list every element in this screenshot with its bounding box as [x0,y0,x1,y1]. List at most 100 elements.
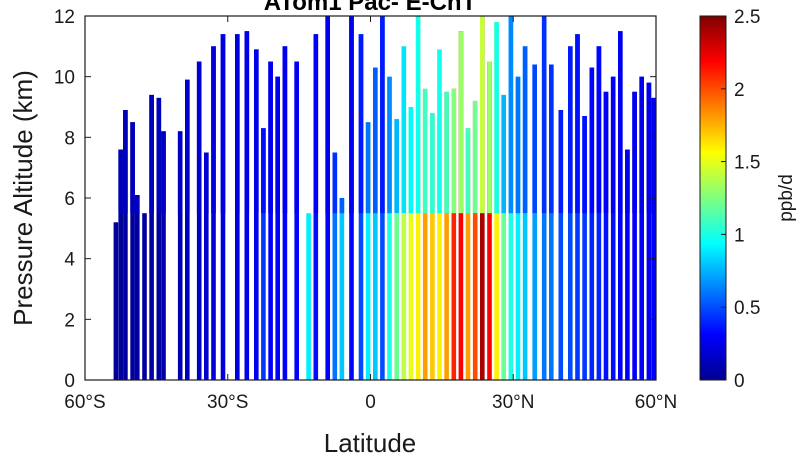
profile-column [558,110,564,380]
profile-column [639,76,644,380]
colorbar-tick-label: 2.5 [734,7,760,28]
profile-column-upper [487,61,492,214]
profile-column-upper [582,116,587,214]
profile-column-upper [501,94,506,214]
profile-column-upper [313,34,319,214]
y-tick-label: 12 [54,7,75,28]
x-tick-label: 60°N [635,392,677,413]
profile-column-upper [373,67,378,214]
profile-column-upper [408,107,414,214]
colorbar [699,15,727,381]
x-tick-label: 30°N [492,392,534,413]
colorbar-label: ppb/d [776,174,797,222]
profile-column-upper [268,61,273,214]
profile-column [211,46,216,380]
profile-column [465,128,471,380]
profile-column-upper [508,16,514,214]
profile-column [332,152,338,380]
profile-column-upper [185,79,190,214]
profile-column [130,122,135,380]
profile-column [568,46,573,380]
profile-column [185,79,190,380]
profile-column [603,91,609,380]
colorbar-tick-label: 1.5 [734,153,760,174]
profile-column-upper [196,61,202,214]
profile-column-upper [204,152,209,214]
colorbar-tick-label: 0 [734,371,745,392]
y-tick-label: 10 [54,68,75,89]
profile-column-upper [618,31,623,214]
profile-column [451,88,457,380]
profile-column [268,61,273,380]
profile-column [401,46,407,380]
profile-column-upper [282,46,288,214]
x-tick-label: 60°S [64,392,105,413]
profile-column [149,94,154,380]
profile-column-upper [135,195,140,214]
profile-column [156,97,162,380]
profile-column-upper [639,76,644,214]
profile-column-upper [261,128,266,214]
profile-column [515,76,521,380]
profile-column-upper [365,122,371,214]
profile-column [261,128,266,380]
profile-column-upper [451,88,457,214]
y-tick-label: 8 [64,128,75,149]
colorbar-tick-label: 1 [734,225,745,246]
profile-column-upper [149,94,154,214]
profile-column [522,46,528,380]
profile-column-upper [275,76,280,214]
y-tick-label: 4 [64,250,75,271]
profile-columns [113,16,656,380]
profile-column [444,91,449,380]
profile-column-upper [646,82,652,214]
profile-column [113,222,119,380]
profile-column-upper [254,49,259,214]
profile-column-upper [387,76,392,214]
profile-column-upper [603,91,609,214]
y-axis: 0 2 4 6 8 10 12 [54,7,656,392]
x-tick-label: 0 [365,392,376,413]
profile-column-upper [522,46,528,214]
profile-column [422,88,428,380]
profile-column [161,131,166,380]
plot-area [113,16,656,380]
x-axis-label: Latitude [324,428,417,458]
profile-column [306,213,311,380]
profile-column [646,82,652,380]
profile-column [135,195,140,380]
profile-column-upper [118,149,123,214]
profile-column-upper [339,198,345,214]
profile-column-upper [632,91,637,214]
profile-column [275,76,280,380]
y-axis-label: Pressure Altitude (km) [8,70,38,326]
profile-column [487,61,492,380]
profile-column [610,76,616,380]
profile-column-upper [358,34,364,214]
y-tick-label: 0 [64,371,75,392]
profile-column [651,97,656,380]
profile-column [339,198,345,380]
x-axis: 60°S 30°S 0 30°N 60°N [64,16,677,413]
profile-column-upper [541,16,547,214]
profile-column-upper [515,76,521,214]
profile-column-upper [444,91,449,214]
profile-column [365,122,371,380]
x-tick-label: 30°S [207,392,248,413]
profile-column [373,67,378,380]
chart-title: ATom1 Pac- E-ChT [264,0,477,16]
profile-column [501,94,506,380]
profile-column-upper [415,16,421,214]
profile-column-upper [161,131,166,214]
profile-column-upper [494,22,499,214]
profile-column-upper [349,16,354,214]
profile-column-upper [401,46,407,214]
profile-column [596,46,602,380]
profile-column [430,113,435,380]
profile-column [123,110,128,380]
profile-column [294,61,299,380]
profile-column-upper [549,64,554,214]
profile-column-upper [156,97,162,214]
profile-column [177,131,183,380]
